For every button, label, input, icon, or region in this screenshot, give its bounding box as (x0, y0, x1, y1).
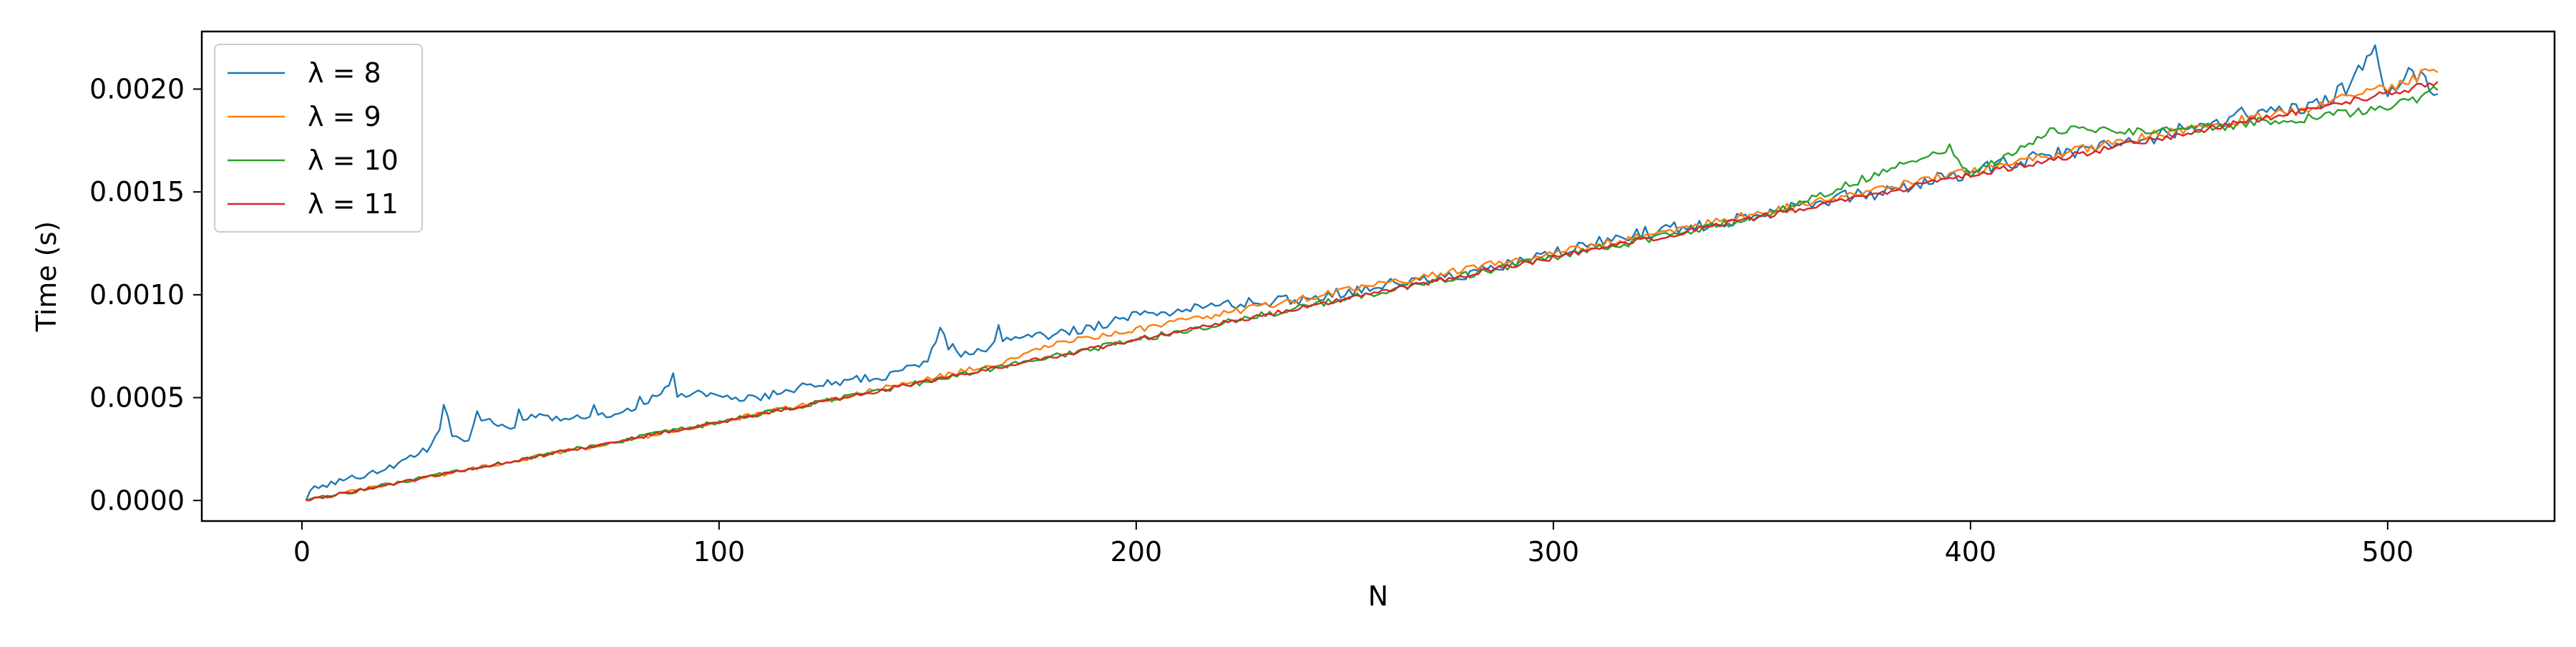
y-tick-label: 0.0000 (89, 485, 185, 516)
y-tick-label: 0.0010 (89, 279, 185, 311)
series-layer (305, 44, 2439, 502)
y-tick-label: 0.0005 (89, 382, 185, 414)
y-axis-label: Time (s) (31, 221, 62, 333)
legend-label: λ = 10 (308, 145, 399, 176)
y-axis: 0.0000 0.0005 0.0010 0.0015 0.0020 (89, 73, 202, 516)
x-tick-label: 400 (1945, 536, 1997, 568)
legend-label: λ = 11 (308, 188, 399, 220)
x-tick-label: 200 (1111, 536, 1163, 568)
series-line-4 (306, 81, 2439, 502)
x-tick-label: 100 (693, 536, 746, 568)
x-axis-label: N (1368, 580, 1388, 612)
legend-box (214, 44, 423, 233)
plot-frame (200, 30, 2556, 522)
legend: λ = 8 λ = 9 λ = 10 λ = 11 (214, 44, 423, 233)
x-tick-label: 0 (293, 536, 311, 568)
x-tick-label: 300 (1528, 536, 1580, 568)
x-axis: 0 100 200 300 400 500 (293, 521, 2414, 568)
y-tick-label: 0.0015 (89, 176, 185, 208)
legend-label: λ = 9 (308, 101, 381, 132)
series-line-1 (305, 44, 2439, 501)
legend-label: λ = 8 (308, 57, 381, 89)
x-tick-label: 500 (2362, 536, 2414, 568)
y-tick-label: 0.0020 (89, 73, 185, 104)
series-line-3 (306, 85, 2439, 502)
